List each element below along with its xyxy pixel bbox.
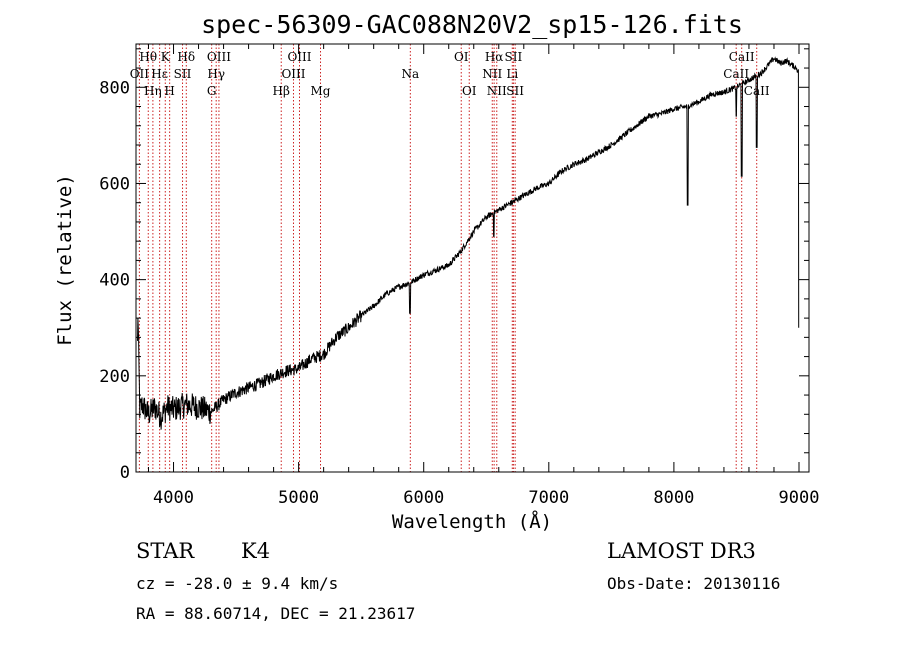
spectral-line-label: NII xyxy=(482,67,502,81)
y-tick-label: 600 xyxy=(99,174,130,194)
spectral-line-label: OII xyxy=(130,67,150,81)
x-tick-label: 8000 xyxy=(653,488,694,508)
spectral-line-label: Hδ xyxy=(177,50,195,64)
x-tick-label: 9000 xyxy=(779,488,820,508)
spectral-line-label: Na xyxy=(402,67,420,81)
spectral-line-label: CaII xyxy=(744,84,770,98)
x-tick-label: 5000 xyxy=(278,488,319,508)
spectral-line-label: H xyxy=(164,84,174,98)
spectral-line-label: K xyxy=(161,50,171,64)
x-tick-label: 6000 xyxy=(403,488,444,508)
spectral-line-label: Hα xyxy=(485,50,504,64)
plot-frame xyxy=(135,43,810,473)
axis-ticks: 4000 5000 6000 7000 8000 9000 0 200 400 600 800 xyxy=(99,44,819,508)
spectral-line-label: Hγ xyxy=(207,67,225,81)
spectral-line-label: Hε xyxy=(151,67,168,81)
ra-dec: RA = 88.60714, DEC = 21.23617 xyxy=(136,604,416,623)
spectral-line-label: OI xyxy=(454,50,469,64)
spectral-line-label: NII xyxy=(487,84,507,98)
y-tick-label: 800 xyxy=(99,78,130,98)
spectrum-line xyxy=(137,56,800,430)
x-axis-label: Wavelength (Å) xyxy=(392,510,552,533)
y-axis-label: Flux (relative) xyxy=(54,174,76,346)
survey-name: LAMOST DR3 xyxy=(607,539,756,563)
spectral-line-labels: Hθ OII Hη K H Hε Hδ SII OIII Hγ G Hβ OIII OIII Mg Na OI O… xyxy=(130,50,770,98)
spectral-line-label: Mg xyxy=(311,84,331,98)
x-tick-label: 4000 xyxy=(153,488,194,508)
object-class: STAR xyxy=(136,539,195,563)
spectral-line-label: SII xyxy=(506,84,524,98)
spectral-line-label: SII xyxy=(505,50,523,64)
spectral-line-label: OIII xyxy=(287,50,311,64)
observation-date: Obs-Date: 20130116 xyxy=(607,574,781,593)
y-tick-label: 0 xyxy=(120,463,130,483)
spectral-line-markers xyxy=(138,44,758,472)
spectral-line-label: CaII xyxy=(723,67,749,81)
spectral-line-label: OIII xyxy=(207,50,231,64)
chart-title: spec-56309-GAC088N20V2_sp15-126.fits xyxy=(201,10,743,39)
y-tick-label: 400 xyxy=(99,271,130,291)
spectral-line-label: Li xyxy=(506,67,518,81)
spectral-line-label: G xyxy=(207,84,217,98)
object-subclass: K4 xyxy=(241,539,271,563)
spectral-line-label: OIII xyxy=(281,67,305,81)
spectral-line-label: SII xyxy=(174,67,192,81)
redshift-cz: cz = -28.0 ± 9.4 km/s xyxy=(136,574,339,593)
spectral-line-label: Hθ xyxy=(139,50,157,64)
spectral-line-label: CaII xyxy=(729,50,755,64)
x-tick-label: 7000 xyxy=(528,488,569,508)
spectral-line-label: OI xyxy=(462,84,477,98)
spectral-line-label: Hβ xyxy=(273,84,290,98)
spectral-line-label: Hη xyxy=(144,84,162,98)
y-tick-label: 200 xyxy=(99,367,130,387)
